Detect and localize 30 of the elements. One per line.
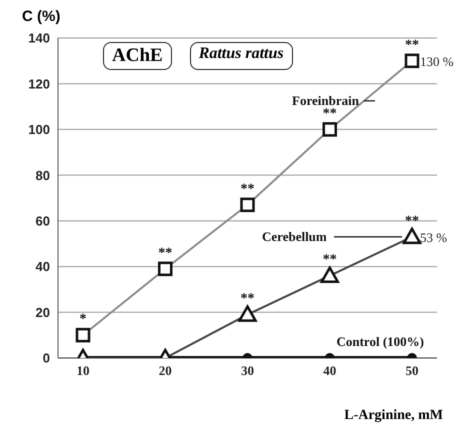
annotation: ** <box>322 106 337 122</box>
annotation: ** <box>158 246 172 261</box>
y-tick-label: 100 <box>28 122 50 138</box>
y-tick-label: 0 <box>42 350 50 366</box>
y-tick-label: 20 <box>36 304 50 320</box>
series-label: Cerebellum <box>262 228 327 244</box>
annotation: ** <box>322 252 337 268</box>
y-axis-title: C (%) <box>22 8 60 25</box>
annotation: * <box>80 312 86 328</box>
x-tick-label: 40 <box>323 363 336 378</box>
x-tick-label: 30 <box>241 363 254 378</box>
series-label: Control (100%) <box>336 334 424 349</box>
y-tick-label: 140 <box>28 30 50 46</box>
annotation: ** <box>240 292 254 307</box>
y-tick-label: 40 <box>36 259 50 274</box>
annotation: Rattus rattus <box>190 42 293 70</box>
annotation: ** <box>405 214 419 229</box>
x-tick-label: 50 <box>406 363 418 378</box>
y-tick-label: 80 <box>36 168 50 183</box>
y-tick-label: 60 <box>36 213 50 228</box>
annotation: ** <box>240 182 254 197</box>
data-label: 130 % <box>420 54 454 69</box>
x-tick-label: 10 <box>76 363 90 378</box>
x-tick-label: 20 <box>158 363 172 378</box>
data-label: 53 % <box>420 230 448 245</box>
legend-label: Foreinbrain <box>292 92 360 108</box>
y-tick-label: 120 <box>28 76 50 92</box>
annotation: ** <box>405 38 419 53</box>
annotation: AChE <box>103 42 172 70</box>
x-axis-title: L-Arginine, mM <box>344 408 443 424</box>
